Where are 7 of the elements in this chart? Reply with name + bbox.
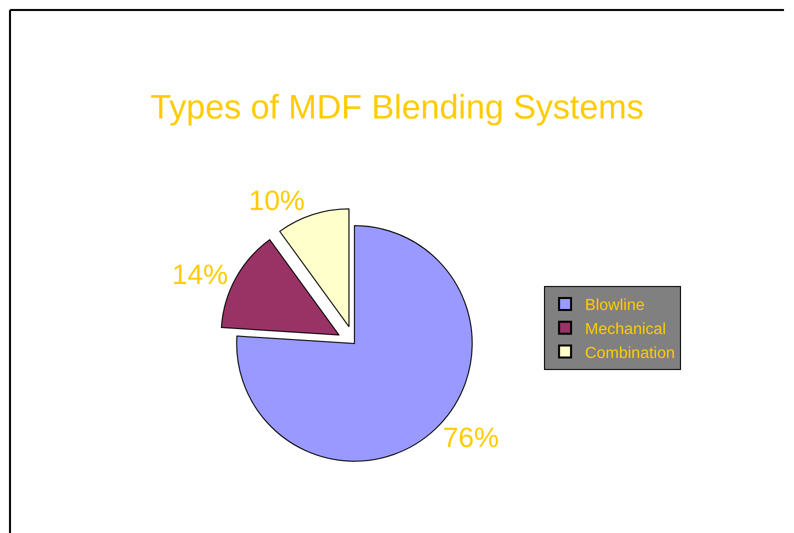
data-label: 10% (248, 185, 305, 216)
data-label: 76% (442, 422, 499, 454)
legend-label: Blowline (585, 297, 645, 314)
legend-label: Combination (585, 344, 675, 362)
data-label: 14% (172, 259, 228, 290)
chart-title: Types of MDF Blending Systems (150, 88, 644, 126)
legend-label: Mechanical (585, 321, 666, 338)
